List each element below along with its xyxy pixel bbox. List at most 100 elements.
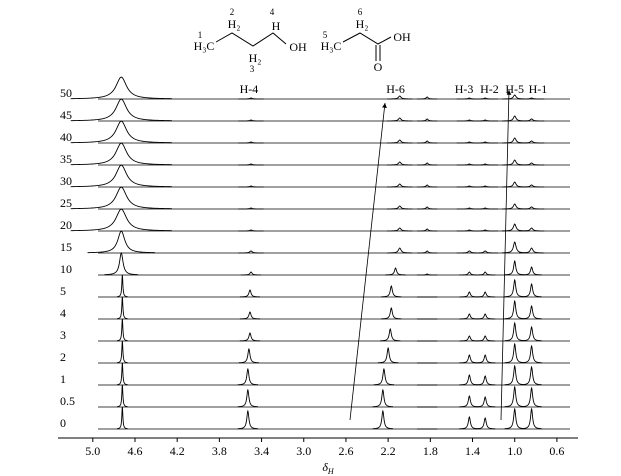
structures: 1 H₃C 2 H₂ H₂ 3 4 H OH 5 H₃C 6 H₂ OH O	[194, 7, 411, 74]
peak	[502, 115, 528, 122]
peak	[459, 374, 480, 386]
peak	[378, 346, 399, 364]
peak	[504, 407, 525, 430]
peak	[518, 206, 545, 210]
peak	[417, 184, 438, 188]
peak-label: H-6	[386, 82, 405, 96]
peak-label: H-3	[455, 82, 474, 96]
peak	[387, 227, 413, 232]
peak	[104, 251, 139, 276]
peak	[238, 347, 260, 364]
peak	[117, 340, 128, 364]
peak	[238, 141, 264, 144]
peak	[87, 230, 156, 254]
peak	[417, 118, 438, 122]
peak	[239, 332, 261, 342]
atom-number: 4	[270, 7, 275, 17]
peak	[238, 229, 264, 232]
atom-label: H	[272, 19, 281, 33]
trace-label: 45	[60, 108, 72, 122]
atom-number: 6	[358, 7, 363, 17]
trace-label: 1	[60, 372, 66, 386]
trace-label: 30	[60, 174, 72, 188]
peak	[472, 119, 498, 122]
atom-number: 3	[250, 64, 255, 74]
peak	[238, 119, 264, 122]
peak	[417, 140, 438, 144]
peak	[240, 271, 262, 276]
peak	[475, 313, 496, 320]
peak	[117, 384, 128, 408]
atom-label: O	[374, 60, 383, 74]
peak	[387, 139, 413, 144]
atom-label: H₂	[249, 51, 262, 65]
bond	[215, 32, 287, 47]
peak	[504, 278, 525, 298]
peak	[237, 409, 258, 430]
peak	[518, 227, 545, 232]
peak	[472, 250, 498, 254]
plot: 5.0 4.6 4.2 3.8 3.4 3.0 2.6 2.2 1.8 1.4 1.0 0.6 δH H-…	[58, 76, 578, 476]
peak	[518, 97, 545, 100]
peak	[472, 185, 498, 188]
peak	[521, 344, 542, 364]
atom-label: H₃C	[321, 39, 342, 53]
trace-label: 0	[60, 416, 66, 430]
x-tick-label: 1.0	[507, 444, 522, 458]
trace-label: 5	[60, 284, 66, 298]
peak	[117, 296, 128, 320]
trace-label: 3	[60, 328, 66, 342]
peak	[117, 406, 128, 430]
trace-label: 50	[60, 86, 72, 100]
peak	[70, 208, 172, 232]
peak	[238, 97, 264, 100]
x-axis-label-sub: H	[327, 467, 335, 476]
x-tick-label: 3.0	[296, 444, 311, 458]
peak	[417, 250, 438, 254]
x-tick-label: 4.6	[127, 444, 142, 458]
peak	[521, 386, 542, 408]
peak	[504, 342, 525, 364]
x-tick-label: 3.8	[212, 444, 227, 458]
peak-label: H-2	[480, 82, 499, 96]
peak	[387, 205, 413, 210]
arrow	[500, 89, 512, 421]
peak	[387, 161, 413, 166]
peak	[475, 335, 496, 342]
x-axis-label-main: δ	[322, 460, 328, 474]
trace-label: 40	[60, 130, 72, 144]
peak	[70, 76, 172, 100]
peak	[504, 321, 525, 342]
peak	[518, 140, 545, 144]
atom-label: OH	[393, 30, 411, 44]
peak	[475, 354, 496, 364]
trace-label: 2	[60, 350, 66, 364]
peak	[504, 385, 525, 408]
peak	[475, 375, 496, 386]
peak	[238, 163, 264, 166]
peak	[381, 285, 402, 298]
peak	[70, 186, 172, 210]
peak	[472, 207, 498, 210]
x-axis-label: δH	[322, 460, 335, 476]
peak	[475, 417, 496, 430]
x-tick-label: 2.6	[338, 444, 353, 458]
arrows	[349, 89, 512, 421]
peak	[472, 163, 498, 166]
peak	[518, 184, 545, 188]
peak	[238, 250, 264, 254]
peak	[521, 266, 542, 276]
peak	[518, 118, 545, 122]
peak	[117, 362, 128, 386]
x-tick-label: 1.8	[423, 444, 438, 458]
trace-label: 0.5	[60, 394, 75, 408]
peak	[387, 247, 413, 254]
trace-label: 25	[60, 196, 72, 210]
trace-label: 35	[60, 152, 72, 166]
peak	[459, 354, 480, 364]
peak	[504, 299, 525, 320]
arrow	[349, 102, 387, 421]
peak	[417, 273, 438, 276]
peak	[502, 181, 528, 188]
